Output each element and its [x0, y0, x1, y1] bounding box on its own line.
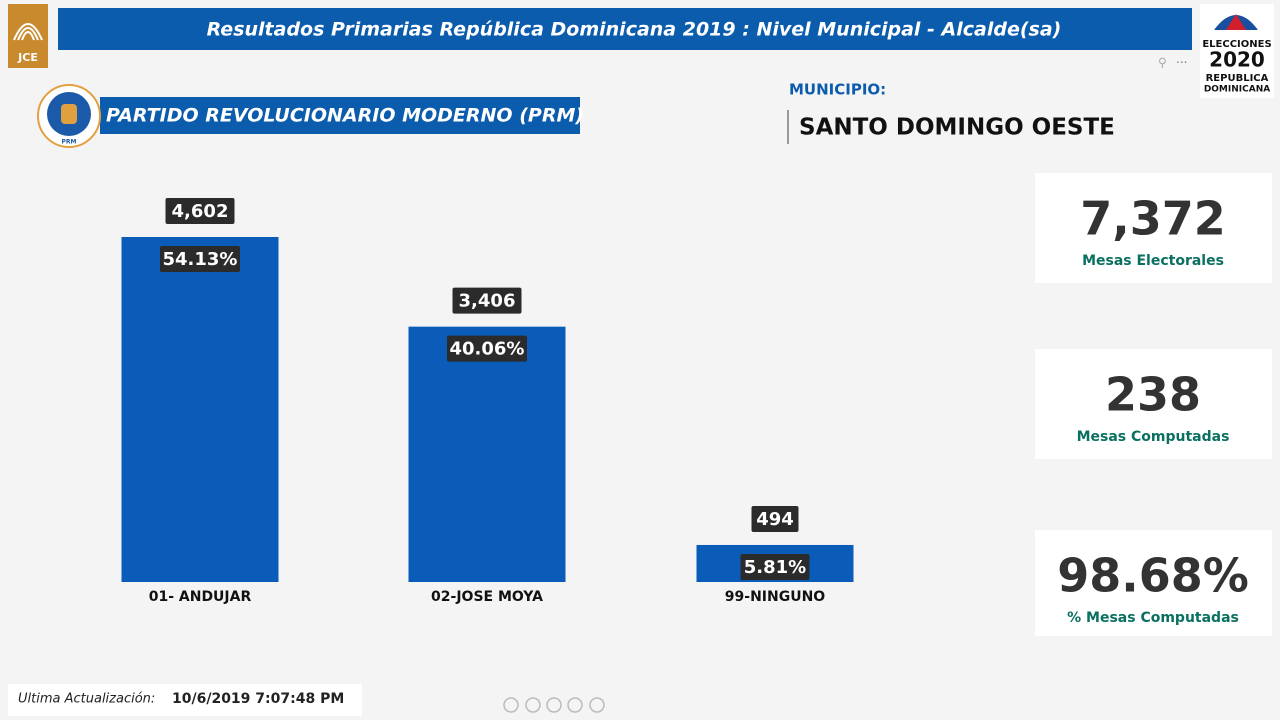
- data-label-box: [751, 505, 799, 532]
- data-label: 54.13%: [163, 249, 238, 270]
- x-tick-label: 02-JOSE MOYA: [431, 589, 543, 605]
- bar-chart: 4,602 54.13% 01- ANDUJAR 3,406 40.06% 02-JOSE…: [121, 198, 854, 605]
- party-logo-thumb: [61, 104, 77, 124]
- municipio-name: SANTO DOMINGO OESTE: [799, 115, 1115, 141]
- jce-logo: [8, 4, 48, 68]
- jce-text: JCE: [17, 51, 38, 64]
- logo-line: DOMINICANA: [1204, 85, 1270, 95]
- kpi-card: [1035, 530, 1272, 636]
- kpi-cards: 7,372 Mesas Electorales 238 Mesas Computada…: [1035, 173, 1272, 636]
- data-label: 494: [756, 509, 794, 530]
- footer-label: Ultima Actualización:: [18, 692, 155, 707]
- header-bar: [58, 8, 1192, 50]
- stop-button[interactable]: [546, 697, 562, 713]
- kpi-label: Mesas Electorales: [1082, 253, 1224, 269]
- data-label-box: [740, 553, 810, 580]
- footer-box: [8, 684, 362, 716]
- pause-button[interactable]: [525, 697, 541, 713]
- bar: [408, 326, 566, 582]
- jce-fingerprint: [13, 23, 43, 41]
- data-label: 5.81%: [744, 557, 806, 578]
- party-banner: [100, 97, 580, 134]
- data-label: 40.06%: [450, 339, 525, 360]
- data-label-box: [452, 287, 522, 314]
- kpi-card: [1035, 349, 1272, 459]
- data-label-box: [165, 198, 235, 224]
- logo-line: ELECCIONES: [1202, 39, 1271, 50]
- kpi-value: 7,372: [1080, 192, 1226, 246]
- footer-timestamp: 10/6/2019 7:07:48 PM: [172, 691, 344, 707]
- next-button[interactable]: [589, 697, 605, 713]
- kpi-card: [1035, 173, 1272, 283]
- kpi-value: 238: [1105, 368, 1201, 422]
- kpi-label: % Mesas Computadas: [1067, 610, 1239, 626]
- kpi-label: Mesas Computadas: [1077, 429, 1230, 445]
- pin-icon[interactable]: ⚲: [1158, 56, 1167, 70]
- kpi-value: 98.68%: [1057, 549, 1249, 603]
- municipio-label: MUNICIPIO:: [789, 81, 886, 99]
- flag-mid: [1226, 14, 1246, 30]
- municipio-rule: [787, 110, 789, 144]
- bar: [121, 237, 279, 582]
- x-tick-label: 01- ANDUJAR: [149, 589, 252, 605]
- data-label: 3,406: [459, 291, 516, 312]
- more-icon[interactable]: ···: [1176, 56, 1187, 70]
- data-label-box: [160, 246, 240, 272]
- party-name: PARTIDO REVOLUCIONARIO MODERNO (PRM): [106, 105, 584, 127]
- header-title: Resultados Primarias República Dominican…: [207, 19, 1062, 41]
- logo-line: REPUBLICA: [1206, 73, 1269, 84]
- play-button[interactable]: [503, 697, 519, 713]
- logo-line: 2020: [1209, 48, 1265, 72]
- data-label-box: [447, 335, 527, 362]
- playback-controls: [503, 697, 605, 713]
- data-label: 4,602: [172, 201, 229, 222]
- prev-button[interactable]: [567, 697, 583, 713]
- x-tick-label: 99-NINGUNO: [725, 589, 826, 605]
- party-logo-text: PRM: [62, 139, 77, 146]
